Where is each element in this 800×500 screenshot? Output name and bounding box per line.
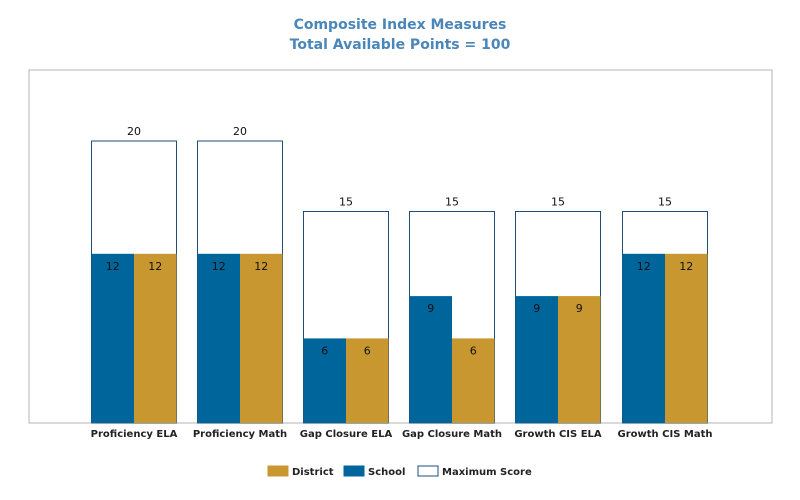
category-label: Proficiency Math [193,429,287,440]
district-value-label: 6 [470,344,477,357]
district-value-label: 12 [254,260,268,273]
bars-layer: 20 12 12 20 12 12 15 6 6 15 9 6 15 9 9 15 12 12 [91,125,708,424]
district-bar [240,253,283,423]
district-bar [665,253,708,423]
school-bar [91,253,134,423]
district-bar [452,338,495,423]
district-bar [134,253,177,423]
school-bar [515,296,558,423]
chart-subtitle: Total Available Points = 100 [290,37,511,53]
max-score-value-label: 15 [339,196,353,209]
school-bar [622,253,665,423]
max-score-value-label: 20 [127,125,141,138]
max-score-value-label: 20 [233,125,247,138]
category-label: Growth CIS ELA [514,429,602,440]
legend-swatch [417,465,439,477]
district-value-label: 12 [679,260,693,273]
legend-swatch [267,465,289,477]
district-value-label: 9 [576,302,583,315]
category-label: Gap Closure ELA [300,429,393,440]
plot-area-frame [28,69,773,424]
legend-label: Maximum Score [442,467,532,478]
max-score-value-label: 15 [445,196,459,209]
school-value-label: 12 [106,260,120,273]
school-value-label: 6 [321,344,328,357]
category-label: Gap Closure Math [402,429,502,440]
category-labels: Proficiency ELA Proficiency Math Gap Closu… [91,429,713,440]
school-value-label: 9 [427,302,434,315]
category-label: Growth CIS Math [618,429,713,440]
district-value-label: 12 [148,260,162,273]
district-value-label: 6 [364,344,371,357]
school-value-label: 12 [637,260,651,273]
legend: District School Maximum Score [267,465,532,478]
district-bar [558,296,601,423]
category-label: Proficiency ELA [91,429,178,440]
chart-title: Composite Index Measures [294,17,507,33]
legend-label: School [368,467,405,478]
school-bar [197,253,240,423]
max-score-value-label: 15 [658,196,672,209]
school-bar [303,338,346,423]
school-value-label: 12 [212,260,226,273]
legend-label: District [292,467,334,478]
max-score-value-label: 15 [551,196,565,209]
district-bar [346,338,389,423]
school-bar [409,296,452,423]
legend-swatch [343,465,365,477]
school-value-label: 9 [533,302,540,315]
